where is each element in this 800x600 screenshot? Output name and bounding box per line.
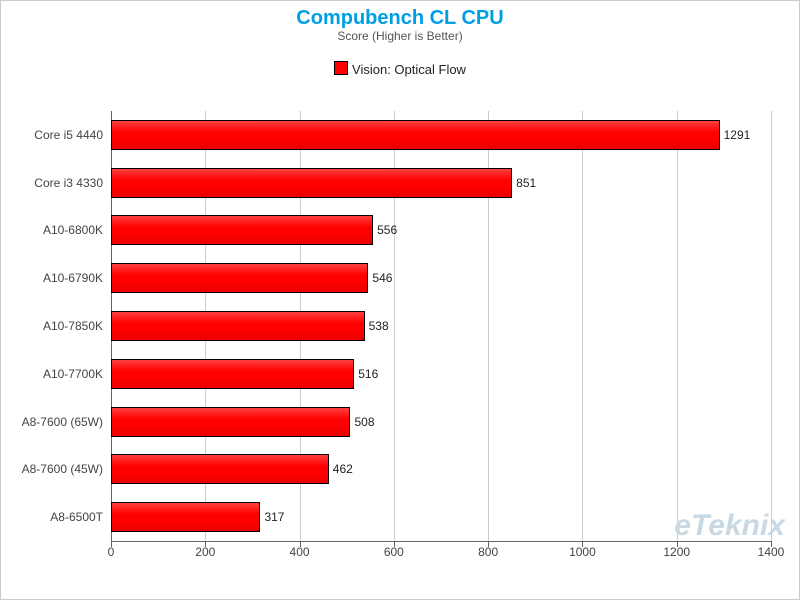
value-label: 556: [377, 223, 397, 237]
value-label: 317: [264, 510, 284, 524]
x-tick-label: 200: [195, 545, 215, 559]
category-label: A10-6800K: [43, 223, 103, 237]
x-tick-label: 0: [108, 545, 115, 559]
x-axis-line: [111, 541, 771, 542]
bar-overlay: [111, 359, 354, 389]
gridline: [677, 111, 678, 541]
value-label: 462: [333, 462, 353, 476]
bar-overlay: [111, 454, 329, 484]
category-label: A8-7600 (45W): [22, 462, 103, 476]
value-label: 851: [516, 176, 536, 190]
x-tick-label: 1200: [663, 545, 690, 559]
category-label: Core i5 4440: [34, 128, 103, 142]
value-label: 516: [358, 367, 378, 381]
category-label: A10-7700K: [43, 367, 103, 381]
bar-overlay: [111, 168, 512, 198]
gridline: [771, 111, 772, 541]
bar-overlay: [111, 502, 260, 532]
x-tick-label: 600: [384, 545, 404, 559]
legend: Vision: Optical Flow: [1, 61, 799, 77]
bar-overlay: [111, 120, 720, 150]
gridline: [582, 111, 583, 541]
category-label: Core i3 4330: [34, 176, 103, 190]
value-label: 538: [369, 319, 389, 333]
bar-overlay: [111, 311, 365, 341]
plot-area: 0200400600800100012001400Core i5 4440129…: [111, 111, 771, 541]
bar-overlay: [111, 215, 373, 245]
chart-title: Compubench CL CPU: [1, 7, 799, 29]
value-label: 1291: [724, 128, 751, 142]
chart-header: Compubench CL CPU Score (Higher is Bette…: [1, 1, 799, 43]
bar-overlay: [111, 407, 350, 437]
chart-container: Compubench CL CPU Score (Higher is Bette…: [0, 0, 800, 600]
value-label: 546: [372, 271, 392, 285]
x-tick-label: 1000: [569, 545, 596, 559]
x-tick-label: 400: [290, 545, 310, 559]
category-label: A10-7850K: [43, 319, 103, 333]
category-label: A8-7600 (65W): [22, 415, 103, 429]
category-label: A8-6500T: [50, 510, 103, 524]
value-label: 508: [354, 415, 374, 429]
bar-overlay: [111, 263, 368, 293]
x-tick-label: 1400: [758, 545, 785, 559]
category-label: A10-6790K: [43, 271, 103, 285]
x-tick-label: 800: [478, 545, 498, 559]
chart-subtitle: Score (Higher is Better): [1, 29, 799, 43]
legend-swatch: [334, 61, 348, 75]
legend-label: Vision: Optical Flow: [352, 62, 466, 77]
